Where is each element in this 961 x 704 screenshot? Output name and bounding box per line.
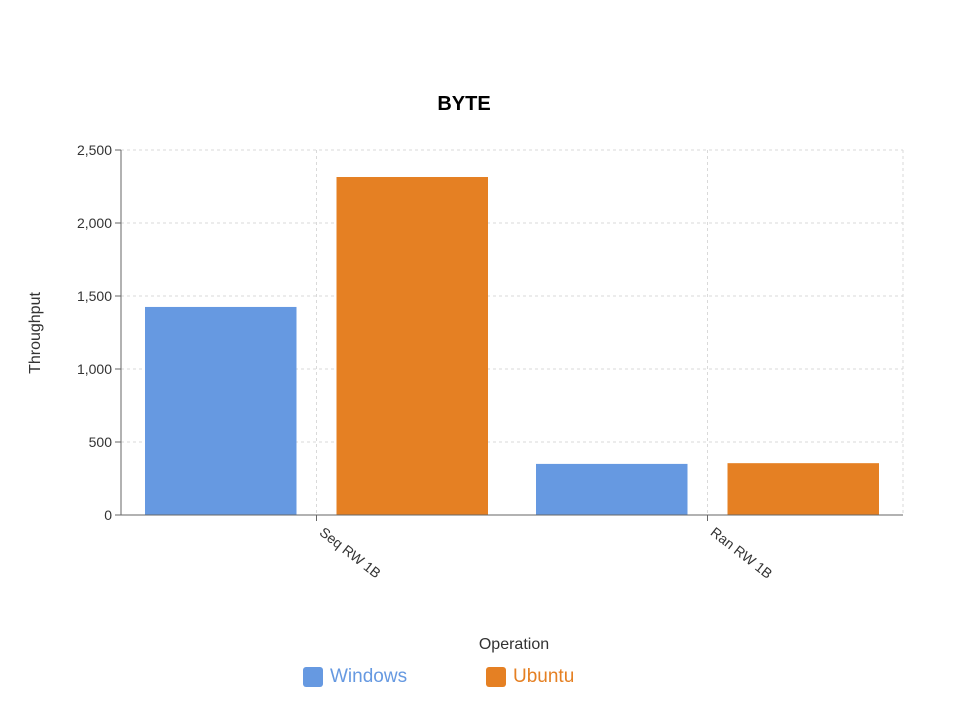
y-axis-label: Throughput: [27, 292, 44, 374]
y-tick-label: 0: [104, 507, 112, 523]
y-tick-label: 1,000: [77, 361, 112, 377]
x-tick-label: Ran RW 1B: [708, 524, 776, 582]
x-tick-label: Seq RW 1B: [317, 524, 384, 581]
bar-windows-1[interactable]: [145, 306, 297, 515]
legend-swatch: [486, 667, 506, 687]
legend-label: Ubuntu: [513, 666, 575, 687]
y-tick-label: 2,000: [77, 215, 112, 231]
bar-ubuntu-2[interactable]: [727, 463, 880, 515]
bar-ubuntu-1[interactable]: [336, 177, 489, 515]
legend: Windows Ubuntu: [0, 666, 961, 696]
bar-windows-2[interactable]: [536, 463, 688, 515]
y-tick-label: 1,500: [77, 288, 112, 304]
y-tick-label: 500: [89, 434, 113, 450]
legend-item-windows[interactable]: Windows: [303, 666, 407, 688]
legend-label: Windows: [330, 666, 408, 687]
chart-title: BYTE: [437, 93, 490, 115]
bars: [145, 177, 879, 515]
x-axis-label: Operation: [479, 636, 549, 653]
grid: [121, 149, 904, 515]
legend-swatch: [303, 667, 323, 687]
legend-item-ubuntu[interactable]: Ubuntu: [486, 666, 574, 688]
y-tick-label: 2,500: [77, 142, 112, 158]
